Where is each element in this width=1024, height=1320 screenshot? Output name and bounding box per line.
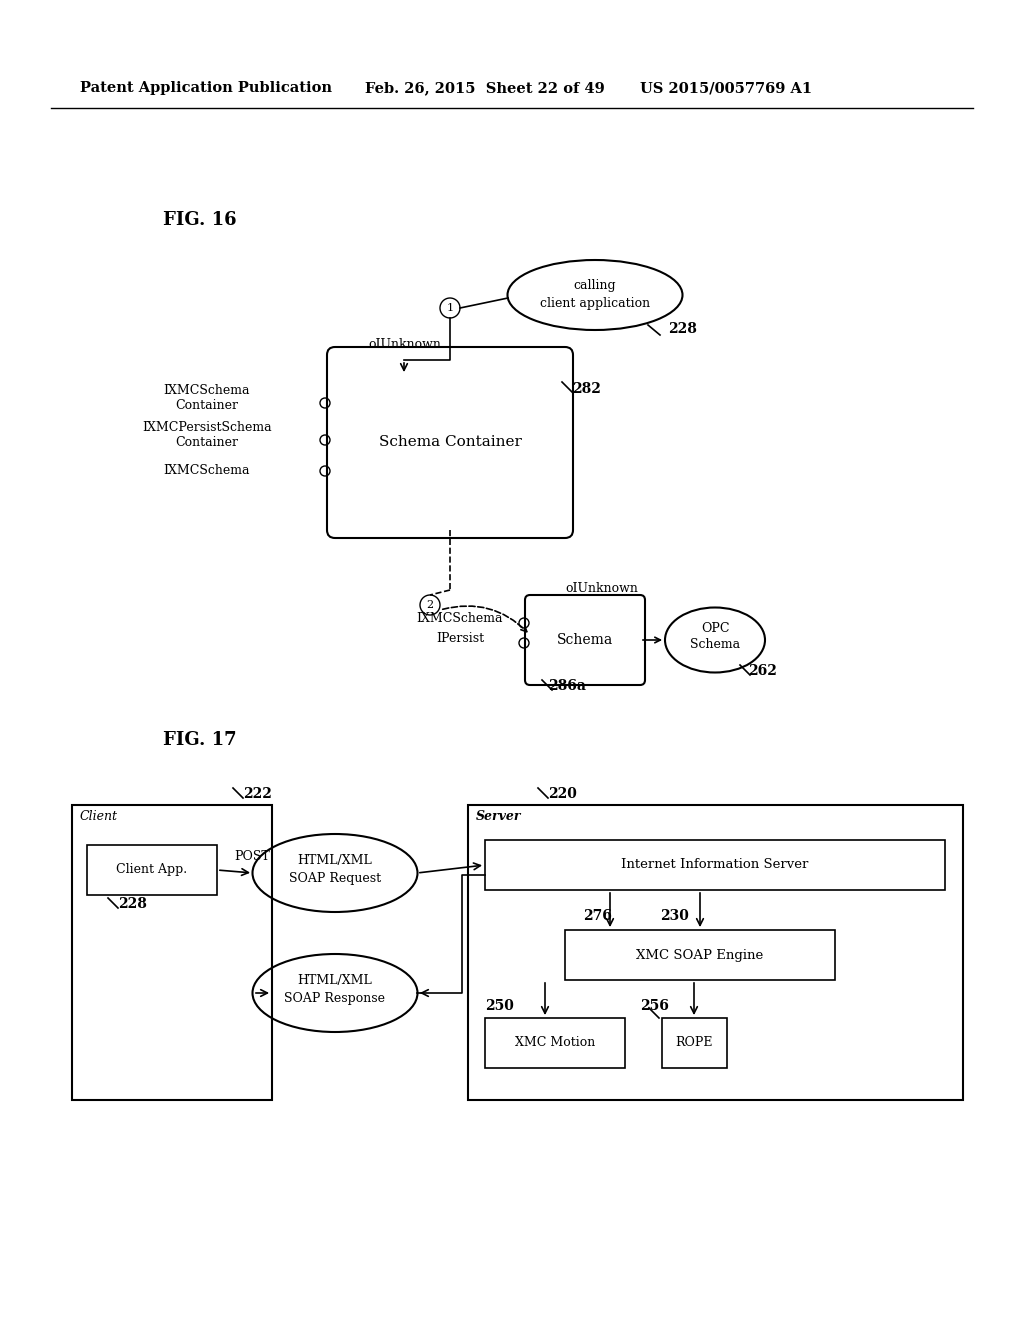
Text: 262: 262: [748, 664, 777, 678]
Text: 220: 220: [548, 787, 577, 801]
Text: Server: Server: [476, 810, 521, 822]
Text: POST: POST: [234, 850, 270, 863]
Text: 222: 222: [243, 787, 272, 801]
Text: FIG. 17: FIG. 17: [163, 731, 237, 748]
Text: IPersist: IPersist: [436, 632, 484, 645]
Text: Client App.: Client App.: [117, 863, 187, 876]
Text: client application: client application: [540, 297, 650, 310]
Text: XMC Motion: XMC Motion: [515, 1036, 595, 1049]
Text: Schema Container: Schema Container: [379, 436, 521, 450]
Text: Feb. 26, 2015  Sheet 22 of 49: Feb. 26, 2015 Sheet 22 of 49: [365, 81, 605, 95]
Text: 228: 228: [668, 322, 697, 337]
Text: oIUnknown: oIUnknown: [368, 338, 441, 351]
Text: ROPE: ROPE: [676, 1036, 714, 1049]
Text: 230: 230: [660, 909, 689, 923]
Text: IXMCSchema: IXMCSchema: [417, 612, 503, 624]
Text: 2: 2: [426, 601, 433, 610]
Text: Schema: Schema: [557, 634, 613, 647]
Text: HTML/XML: HTML/XML: [298, 974, 373, 987]
Text: HTML/XML: HTML/XML: [298, 854, 373, 867]
Text: oIUnknown: oIUnknown: [565, 582, 638, 595]
Text: 286a: 286a: [548, 678, 586, 693]
Text: SOAP Response: SOAP Response: [285, 993, 385, 1005]
Text: 282: 282: [572, 381, 601, 396]
Text: 256: 256: [640, 999, 669, 1012]
Text: OPC: OPC: [700, 622, 729, 635]
Text: Patent Application Publication: Patent Application Publication: [80, 81, 332, 95]
Text: Schema: Schema: [690, 638, 740, 651]
Text: calling: calling: [573, 280, 616, 293]
Text: Internet Information Server: Internet Information Server: [622, 858, 809, 871]
Text: Client: Client: [80, 810, 118, 822]
Text: IXMCSchema
Container: IXMCSchema Container: [164, 384, 250, 412]
Text: US 2015/0057769 A1: US 2015/0057769 A1: [640, 81, 812, 95]
Text: XMC SOAP Engine: XMC SOAP Engine: [636, 949, 764, 961]
Text: 1: 1: [446, 304, 454, 313]
Text: 250: 250: [485, 999, 514, 1012]
Text: 276: 276: [583, 909, 612, 923]
Text: IXMCSchema: IXMCSchema: [164, 463, 250, 477]
Text: 228: 228: [118, 898, 146, 911]
Text: SOAP Request: SOAP Request: [289, 873, 381, 884]
Text: FIG. 16: FIG. 16: [163, 211, 237, 228]
Text: IXMCPersistSchema
Container: IXMCPersistSchema Container: [142, 421, 271, 449]
